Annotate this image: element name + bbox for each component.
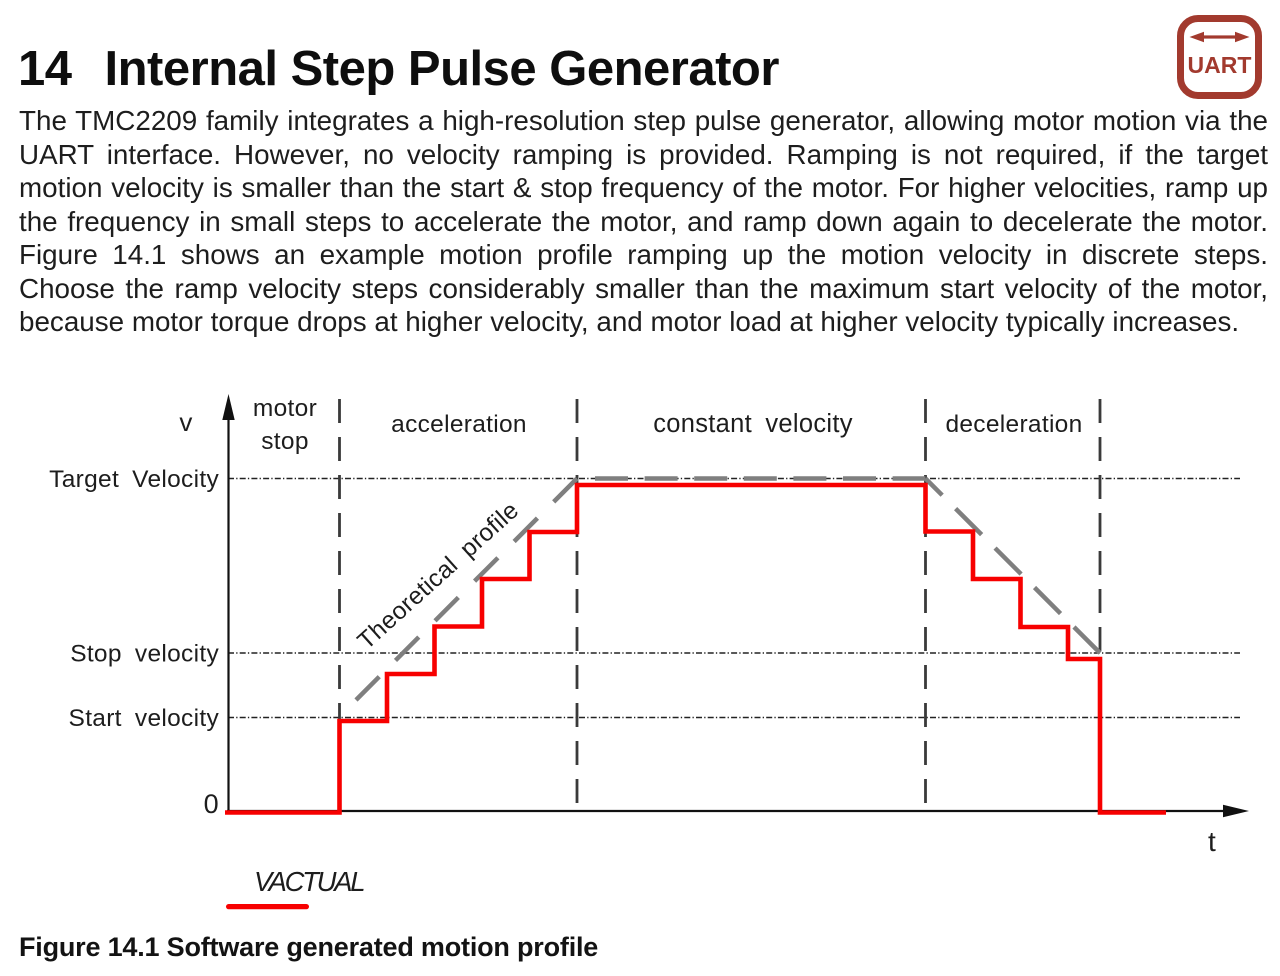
svg-text:Start velocity: Start velocity: [69, 705, 220, 732]
svg-text:Theoretical profile: Theoretical profile: [353, 497, 524, 655]
svg-text:Target Velocity: Target Velocity: [49, 466, 219, 493]
svg-text:VACTUAL: VACTUAL: [254, 866, 364, 897]
svg-text:0: 0: [204, 789, 219, 819]
svg-text:deceleration: deceleration: [945, 411, 1082, 438]
svg-text:Stop velocity: Stop velocity: [70, 641, 219, 668]
svg-text:constant velocity: constant velocity: [653, 410, 853, 438]
svg-text:UART: UART: [1188, 52, 1252, 78]
svg-text:acceleration: acceleration: [391, 411, 527, 438]
svg-text:motor: motor: [253, 395, 317, 422]
svg-text:v: v: [179, 407, 192, 437]
svg-text:t: t: [1208, 826, 1216, 857]
svg-text:stop: stop: [261, 428, 309, 455]
